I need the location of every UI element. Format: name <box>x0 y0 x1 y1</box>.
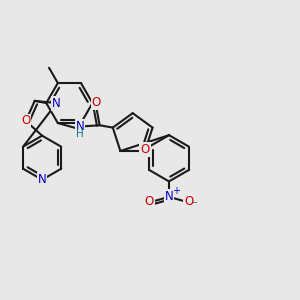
Text: +: + <box>172 186 180 196</box>
Text: N: N <box>76 120 84 133</box>
Text: N: N <box>52 97 61 110</box>
Text: H: H <box>76 129 84 139</box>
Text: O: O <box>92 96 101 109</box>
Text: O: O <box>140 143 150 156</box>
Text: N: N <box>165 190 173 203</box>
Text: O: O <box>184 195 194 208</box>
Text: N: N <box>38 173 46 186</box>
Text: O: O <box>145 195 154 208</box>
Text: O: O <box>21 115 30 128</box>
Text: ⁻: ⁻ <box>191 201 197 211</box>
